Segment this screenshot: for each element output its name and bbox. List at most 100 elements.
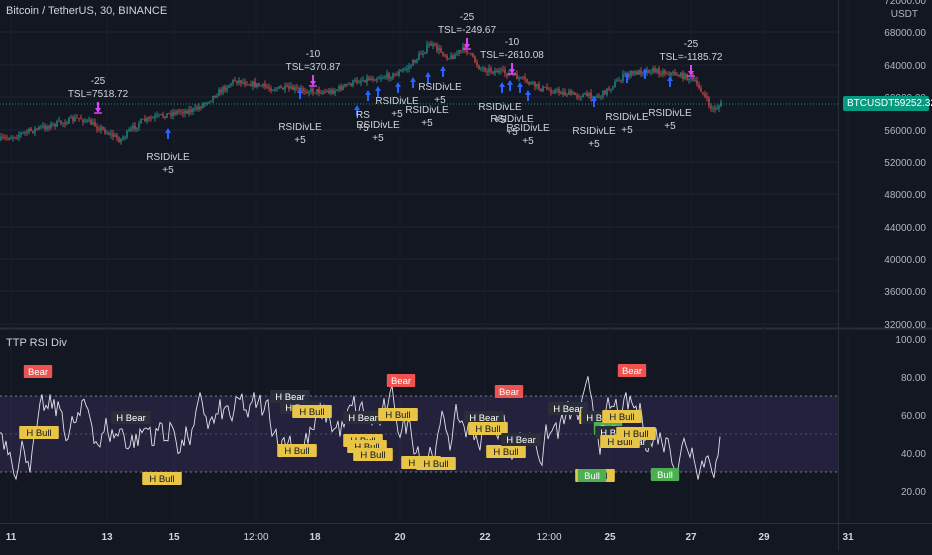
candle[interactable] <box>454 54 456 59</box>
candle[interactable] <box>248 84 250 86</box>
candle[interactable] <box>674 71 676 76</box>
candle[interactable] <box>458 50 460 54</box>
candle[interactable] <box>274 89 276 91</box>
candle[interactable] <box>262 83 264 86</box>
candle[interactable] <box>624 73 626 75</box>
candle[interactable] <box>82 119 84 122</box>
candle[interactable] <box>314 92 316 94</box>
candle[interactable] <box>76 117 78 119</box>
candle[interactable] <box>538 84 540 89</box>
candle[interactable] <box>36 128 38 130</box>
candle[interactable] <box>308 91 310 93</box>
candle[interactable] <box>720 102 722 107</box>
candle[interactable] <box>158 114 160 116</box>
candle[interactable] <box>228 85 230 88</box>
candle[interactable] <box>662 71 664 75</box>
candle[interactable] <box>618 80 620 82</box>
candle[interactable] <box>88 119 90 121</box>
candle[interactable] <box>620 80 622 82</box>
candle[interactable] <box>666 73 668 75</box>
candle[interactable] <box>536 84 538 87</box>
candle[interactable] <box>554 90 556 94</box>
candle[interactable] <box>94 122 96 127</box>
candle[interactable] <box>558 89 560 93</box>
candle[interactable] <box>172 112 174 116</box>
candle[interactable] <box>388 73 390 79</box>
candle[interactable] <box>30 128 32 131</box>
candle[interactable] <box>154 116 156 118</box>
candle[interactable] <box>394 73 396 75</box>
candle[interactable] <box>602 90 604 97</box>
candle[interactable] <box>254 81 256 87</box>
candle[interactable] <box>6 137 8 139</box>
candle[interactable] <box>716 108 718 110</box>
candle[interactable] <box>146 117 148 122</box>
candle[interactable] <box>196 107 198 110</box>
candle[interactable] <box>582 94 584 98</box>
candle[interactable] <box>310 88 312 92</box>
candle[interactable] <box>560 92 562 95</box>
candle[interactable] <box>348 83 350 85</box>
candle[interactable] <box>596 95 598 97</box>
candle[interactable] <box>242 81 244 84</box>
candle[interactable] <box>116 135 118 139</box>
candle[interactable] <box>264 83 266 87</box>
candle[interactable] <box>616 80 618 82</box>
candle[interactable] <box>566 94 568 96</box>
rsi-pane[interactable] <box>0 330 838 523</box>
candle[interactable] <box>442 52 444 56</box>
candle[interactable] <box>482 68 484 69</box>
candle[interactable] <box>608 88 610 90</box>
candle[interactable] <box>570 90 572 95</box>
candle[interactable] <box>90 119 92 125</box>
candle[interactable] <box>546 87 548 90</box>
candle[interactable] <box>220 89 222 93</box>
exit-signals[interactable]: -25 TSL=7518.72 -10 TSL=370.87 -25 TSL=-249.6… <box>68 12 723 114</box>
candle[interactable] <box>306 91 308 93</box>
candle[interactable] <box>190 109 192 112</box>
candle[interactable] <box>12 137 14 139</box>
candle[interactable] <box>268 87 270 89</box>
candle[interactable] <box>232 80 234 84</box>
candle[interactable] <box>672 71 674 73</box>
candle[interactable] <box>166 113 168 118</box>
candle[interactable] <box>326 91 328 92</box>
candle[interactable] <box>452 55 454 59</box>
candle[interactable] <box>668 73 670 76</box>
candle[interactable] <box>478 65 480 69</box>
candle[interactable] <box>240 80 242 84</box>
candle[interactable] <box>470 53 472 54</box>
candle[interactable] <box>64 122 66 125</box>
candle[interactable] <box>428 43 430 45</box>
candle[interactable] <box>14 137 16 139</box>
candle[interactable] <box>590 92 592 99</box>
candle[interactable] <box>108 132 110 135</box>
candle[interactable] <box>270 88 272 91</box>
candle[interactable] <box>386 73 388 78</box>
candle[interactable] <box>498 70 500 73</box>
candle[interactable] <box>280 86 282 88</box>
candle[interactable] <box>594 96 596 99</box>
candle[interactable] <box>18 134 20 138</box>
candle[interactable] <box>432 43 434 46</box>
candle[interactable] <box>434 43 436 46</box>
candle[interactable] <box>658 68 660 75</box>
candle[interactable] <box>148 117 150 119</box>
candle[interactable] <box>86 119 88 121</box>
candle[interactable] <box>652 68 654 73</box>
candle[interactable] <box>100 127 102 131</box>
candle[interactable] <box>676 75 678 77</box>
candle[interactable] <box>418 53 420 60</box>
candle[interactable] <box>8 138 10 140</box>
candle[interactable] <box>366 77 368 83</box>
candle[interactable] <box>694 80 696 82</box>
candle[interactable] <box>52 123 54 125</box>
candle[interactable] <box>192 108 194 112</box>
candle[interactable] <box>420 53 422 55</box>
candle[interactable] <box>330 90 332 94</box>
candle[interactable] <box>362 80 364 81</box>
candle[interactable] <box>472 53 474 57</box>
candle[interactable] <box>410 65 412 67</box>
